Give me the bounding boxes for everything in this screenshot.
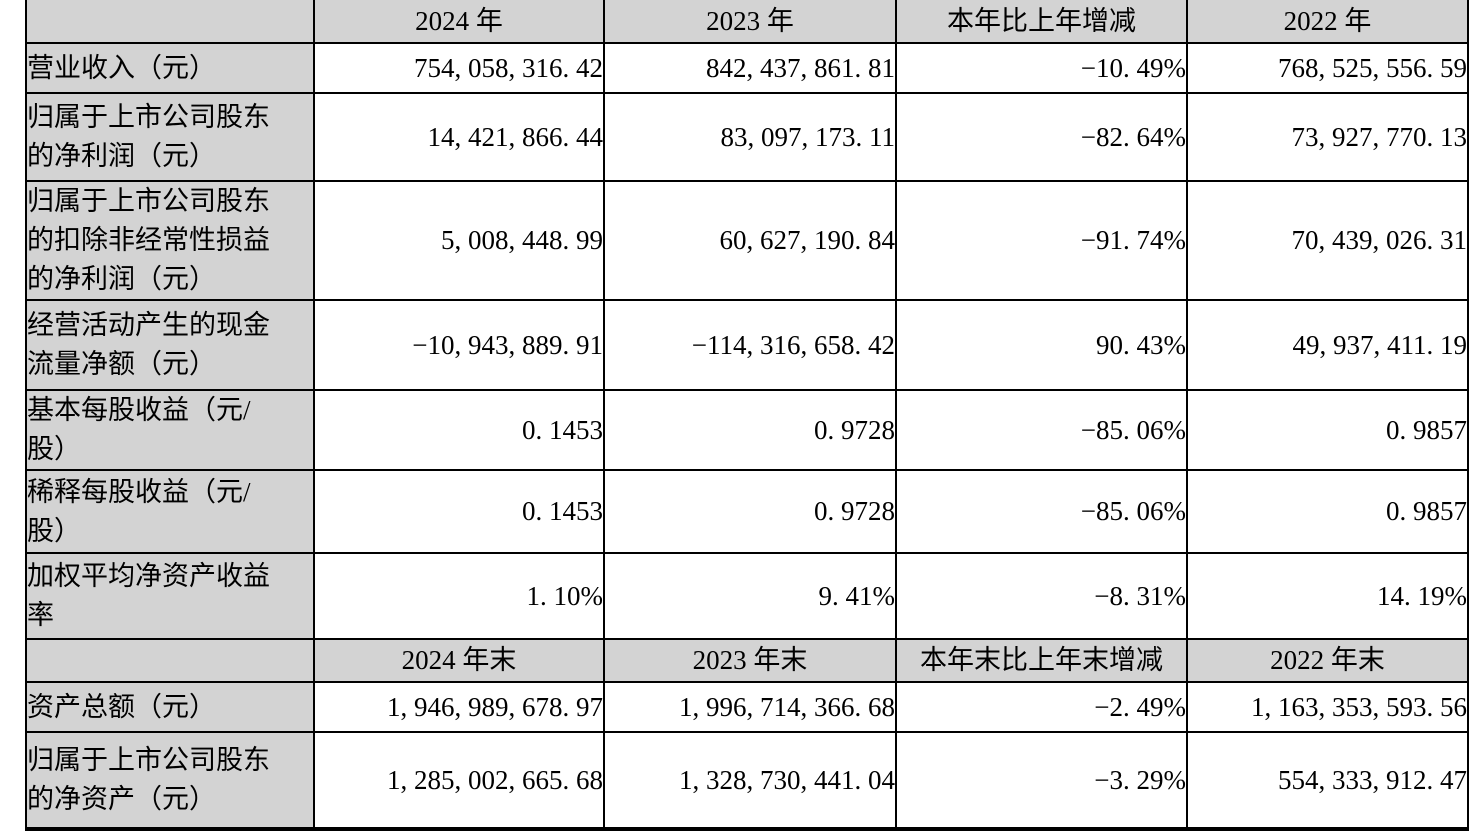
table-row: 资产总额（元） 1, 946, 989, 678. 97 1, 996, 714, … [25,681,1469,733]
header-cell: 2023 年 [603,0,897,44]
value-cell: 90. 43% [895,299,1188,391]
financial-summary-section: 2024 年 2023 年本年比上年增减 2022 年营业收入（元） 754, 058… [25,0,1469,831]
value-cell: −114, 316, 658. 42 [603,299,897,391]
value-cell: 0. 9728 [603,389,897,471]
header-cell: 2022 年 [1186,0,1469,44]
header-corner-cell [25,638,315,683]
value-cell: 554, 333, 912. 47 [1186,731,1469,830]
header-cell: 2022 年末 [1186,638,1469,683]
value-cell: 1, 946, 989, 678. 97 [313,681,605,733]
value-cell: 14. 19% [1186,552,1469,640]
row-label-cell: 营业收入（元） [25,42,315,94]
table-row: 基本每股收益（元/ 股） 0. 1453 0. 9728 −85. 06% 0. 985… [25,389,1469,471]
value-cell: 1, 163, 353, 593. 56 [1186,681,1469,733]
header-cell: 本年末比上年末增减 [895,638,1188,683]
value-cell: 14, 421, 866. 44 [313,92,605,182]
row-label-cell: 归属于上市公司股东 的净资产（元） [25,731,315,830]
row-label-cell: 稀释每股收益（元/ 股） [25,469,315,554]
row-label-cell: 归属于上市公司股东 的扣除非经常性损益 的净利润（元） [25,180,315,301]
value-cell: 5, 008, 448. 99 [313,180,605,301]
value-cell: 754, 058, 316. 42 [313,42,605,94]
table-row: 营业收入（元） 754, 058, 316. 42 842, 437, 861. 8… [25,42,1469,94]
row-label-cell: 经营活动产生的现金 流量净额（元） [25,299,315,391]
row-label-cell: 加权平均净资产收益 率 [25,552,315,640]
value-cell: −10, 943, 889. 91 [313,299,605,391]
value-cell: −10. 49% [895,42,1188,94]
table-body: 2024 年 2023 年本年比上年增减 2022 年营业收入（元） 754, 058… [25,0,1469,830]
table-row: 归属于上市公司股东 的净资产（元） 1, 285, 002, 665. 68 1, … [25,731,1469,830]
header-cell: 本年比上年增减 [895,0,1188,44]
table-row: 归属于上市公司股东 的扣除非经常性损益 的净利润（元） 5, 008, 448. … [25,180,1469,301]
value-cell: 1, 285, 002, 665. 68 [313,731,605,830]
value-cell: 0. 1453 [313,469,605,554]
financial-summary-table: 2024 年 2023 年本年比上年增减 2022 年营业收入（元） 754, 058… [25,0,1469,831]
header-row-2: 2024 年末 2023 年末 本年末比上年末增减 2022 年末 [25,638,1469,683]
row-label-cell: 归属于上市公司股东 的净利润（元） [25,92,315,182]
value-cell: 1, 996, 714, 366. 68 [603,681,897,733]
value-cell: 0. 9857 [1186,469,1469,554]
header-row-1: 2024 年 2023 年本年比上年增减 2022 年 [25,0,1469,44]
value-cell: 768, 525, 556. 59 [1186,42,1469,94]
row-label-cell: 基本每股收益（元/ 股） [25,389,315,471]
value-cell: 83, 097, 173. 11 [603,92,897,182]
value-cell: 73, 927, 770. 13 [1186,92,1469,182]
value-cell: 842, 437, 861. 81 [603,42,897,94]
value-cell: 60, 627, 190. 84 [603,180,897,301]
header-cell: 2024 年末 [313,638,605,683]
value-cell: 0. 9857 [1186,389,1469,471]
table-row: 稀释每股收益（元/ 股） 0. 1453 0. 9728 −85. 06% 0. 985… [25,469,1469,554]
header-corner-cell [25,0,315,44]
header-cell: 2023 年末 [603,638,897,683]
value-cell: 1. 10% [313,552,605,640]
value-cell: −91. 74% [895,180,1188,301]
header-cell: 2024 年 [313,0,605,44]
table-row: 经营活动产生的现金 流量净额（元） −10, 943, 889. 91 −114, … [25,299,1469,391]
value-cell: −85. 06% [895,469,1188,554]
value-cell: 9. 41% [603,552,897,640]
row-label-cell: 资产总额（元） [25,681,315,733]
value-cell: −85. 06% [895,389,1188,471]
value-cell: 0. 9728 [603,469,897,554]
table-row: 加权平均净资产收益 率 1. 10% 9. 41% −8. 31% 14. 19% [25,552,1469,640]
value-cell: 70, 439, 026. 31 [1186,180,1469,301]
value-cell: −2. 49% [895,681,1188,733]
value-cell: −3. 29% [895,731,1188,830]
value-cell: 0. 1453 [313,389,605,471]
table-row: 归属于上市公司股东 的净利润（元） 14, 421, 866. 44 83, 097… [25,92,1469,182]
value-cell: −82. 64% [895,92,1188,182]
value-cell: 49, 937, 411. 19 [1186,299,1469,391]
value-cell: 1, 328, 730, 441. 04 [603,731,897,830]
value-cell: −8. 31% [895,552,1188,640]
